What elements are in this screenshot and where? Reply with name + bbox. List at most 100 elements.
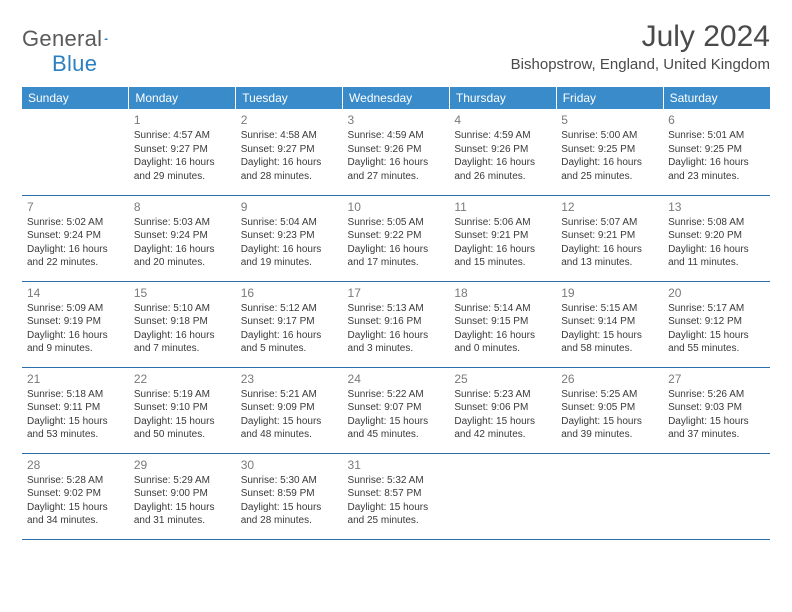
cell-text: Sunrise: 5:17 AM bbox=[668, 302, 765, 316]
calendar-cell: 30Sunrise: 5:30 AMSunset: 8:59 PMDayligh… bbox=[236, 453, 343, 539]
cell-text: and 50 minutes. bbox=[134, 428, 231, 442]
day-number: 22 bbox=[134, 371, 231, 387]
calendar-cell bbox=[556, 453, 663, 539]
cell-text: Sunset: 8:57 PM bbox=[348, 487, 445, 501]
cell-text: Sunrise: 5:18 AM bbox=[27, 388, 124, 402]
cell-text: Daylight: 16 hours bbox=[668, 156, 765, 170]
month-title: July 2024 bbox=[511, 20, 770, 54]
cell-text: Sunrise: 5:30 AM bbox=[241, 474, 338, 488]
cell-text: Sunset: 9:25 PM bbox=[561, 143, 658, 157]
calendar-row: 21Sunrise: 5:18 AMSunset: 9:11 PMDayligh… bbox=[22, 367, 770, 453]
cell-text: and 25 minutes. bbox=[561, 170, 658, 184]
day-number: 26 bbox=[561, 371, 658, 387]
cell-text: and 53 minutes. bbox=[27, 428, 124, 442]
cell-text: and 23 minutes. bbox=[668, 170, 765, 184]
cell-text: and 3 minutes. bbox=[348, 342, 445, 356]
day-header: Sunday bbox=[22, 87, 129, 109]
day-number: 21 bbox=[27, 371, 124, 387]
day-number: 24 bbox=[348, 371, 445, 387]
day-number: 20 bbox=[668, 285, 765, 301]
cell-text: Daylight: 15 hours bbox=[348, 501, 445, 515]
calendar-cell: 8Sunrise: 5:03 AMSunset: 9:24 PMDaylight… bbox=[129, 195, 236, 281]
calendar-cell: 18Sunrise: 5:14 AMSunset: 9:15 PMDayligh… bbox=[449, 281, 556, 367]
cell-text: Daylight: 16 hours bbox=[454, 156, 551, 170]
day-number: 9 bbox=[241, 199, 338, 215]
logo-text-blue: Blue bbox=[52, 51, 97, 76]
day-number: 13 bbox=[668, 199, 765, 215]
cell-text: and 42 minutes. bbox=[454, 428, 551, 442]
cell-text: and 34 minutes. bbox=[27, 514, 124, 528]
cell-text: Daylight: 15 hours bbox=[561, 329, 658, 343]
cell-text: Daylight: 16 hours bbox=[561, 156, 658, 170]
calendar-cell: 25Sunrise: 5:23 AMSunset: 9:06 PMDayligh… bbox=[449, 367, 556, 453]
day-number: 4 bbox=[454, 112, 551, 128]
cell-text: and 25 minutes. bbox=[348, 514, 445, 528]
cell-text: Sunset: 9:10 PM bbox=[134, 401, 231, 415]
calendar-cell: 1Sunrise: 4:57 AMSunset: 9:27 PMDaylight… bbox=[129, 109, 236, 195]
cell-text: and 5 minutes. bbox=[241, 342, 338, 356]
calendar-cell: 5Sunrise: 5:00 AMSunset: 9:25 PMDaylight… bbox=[556, 109, 663, 195]
calendar-cell: 16Sunrise: 5:12 AMSunset: 9:17 PMDayligh… bbox=[236, 281, 343, 367]
cell-text: Sunset: 9:19 PM bbox=[27, 315, 124, 329]
calendar-row: 14Sunrise: 5:09 AMSunset: 9:19 PMDayligh… bbox=[22, 281, 770, 367]
cell-text: Sunrise: 5:09 AM bbox=[27, 302, 124, 316]
day-number: 5 bbox=[561, 112, 658, 128]
calendar-cell: 2Sunrise: 4:58 AMSunset: 9:27 PMDaylight… bbox=[236, 109, 343, 195]
cell-text: Sunset: 9:24 PM bbox=[134, 229, 231, 243]
cell-text: Sunset: 9:21 PM bbox=[561, 229, 658, 243]
cell-text: and 9 minutes. bbox=[27, 342, 124, 356]
cell-text: and 7 minutes. bbox=[134, 342, 231, 356]
logo-text: General bbox=[22, 26, 102, 52]
cell-text: Sunset: 9:15 PM bbox=[454, 315, 551, 329]
day-number: 28 bbox=[27, 457, 124, 473]
cell-text: and 39 minutes. bbox=[561, 428, 658, 442]
cell-text: and 28 minutes. bbox=[241, 514, 338, 528]
cell-text: and 48 minutes. bbox=[241, 428, 338, 442]
calendar-cell bbox=[449, 453, 556, 539]
day-number: 31 bbox=[348, 457, 445, 473]
cell-text: Daylight: 15 hours bbox=[561, 415, 658, 429]
cell-text: Sunset: 9:24 PM bbox=[27, 229, 124, 243]
cell-text: Sunset: 9:26 PM bbox=[454, 143, 551, 157]
calendar-cell: 19Sunrise: 5:15 AMSunset: 9:14 PMDayligh… bbox=[556, 281, 663, 367]
cell-text: Sunrise: 5:32 AM bbox=[348, 474, 445, 488]
cell-text: Daylight: 16 hours bbox=[668, 243, 765, 257]
cell-text: Sunrise: 5:06 AM bbox=[454, 216, 551, 230]
cell-text: Sunrise: 5:26 AM bbox=[668, 388, 765, 402]
day-number: 10 bbox=[348, 199, 445, 215]
cell-text: Daylight: 16 hours bbox=[27, 329, 124, 343]
cell-text: Daylight: 15 hours bbox=[134, 501, 231, 515]
cell-text: and 31 minutes. bbox=[134, 514, 231, 528]
day-number: 1 bbox=[134, 112, 231, 128]
day-number: 18 bbox=[454, 285, 551, 301]
cell-text: Daylight: 16 hours bbox=[561, 243, 658, 257]
cell-text: Sunrise: 5:07 AM bbox=[561, 216, 658, 230]
cell-text: and 0 minutes. bbox=[454, 342, 551, 356]
calendar-cell: 13Sunrise: 5:08 AMSunset: 9:20 PMDayligh… bbox=[663, 195, 770, 281]
cell-text: Sunrise: 5:14 AM bbox=[454, 302, 551, 316]
cell-text: Daylight: 16 hours bbox=[134, 243, 231, 257]
calendar-cell: 21Sunrise: 5:18 AMSunset: 9:11 PMDayligh… bbox=[22, 367, 129, 453]
cell-text: Daylight: 16 hours bbox=[134, 156, 231, 170]
cell-text: Sunrise: 5:12 AM bbox=[241, 302, 338, 316]
cell-text: Sunset: 9:18 PM bbox=[134, 315, 231, 329]
calendar-cell: 15Sunrise: 5:10 AMSunset: 9:18 PMDayligh… bbox=[129, 281, 236, 367]
cell-text: Sunrise: 5:00 AM bbox=[561, 129, 658, 143]
cell-text: and 28 minutes. bbox=[241, 170, 338, 184]
cell-text: Sunrise: 5:29 AM bbox=[134, 474, 231, 488]
cell-text: Sunset: 9:27 PM bbox=[241, 143, 338, 157]
cell-text: Daylight: 15 hours bbox=[241, 501, 338, 515]
cell-text: Daylight: 16 hours bbox=[241, 243, 338, 257]
calendar-cell: 3Sunrise: 4:59 AMSunset: 9:26 PMDaylight… bbox=[343, 109, 450, 195]
day-header: Saturday bbox=[663, 87, 770, 109]
day-number: 16 bbox=[241, 285, 338, 301]
cell-text: Sunrise: 5:10 AM bbox=[134, 302, 231, 316]
day-number: 3 bbox=[348, 112, 445, 128]
cell-text: Daylight: 16 hours bbox=[241, 156, 338, 170]
cell-text: Sunset: 9:23 PM bbox=[241, 229, 338, 243]
cell-text: and 17 minutes. bbox=[348, 256, 445, 270]
calendar-cell bbox=[663, 453, 770, 539]
cell-text: Sunrise: 5:02 AM bbox=[27, 216, 124, 230]
cell-text: Sunset: 9:25 PM bbox=[668, 143, 765, 157]
calendar-cell bbox=[22, 109, 129, 195]
